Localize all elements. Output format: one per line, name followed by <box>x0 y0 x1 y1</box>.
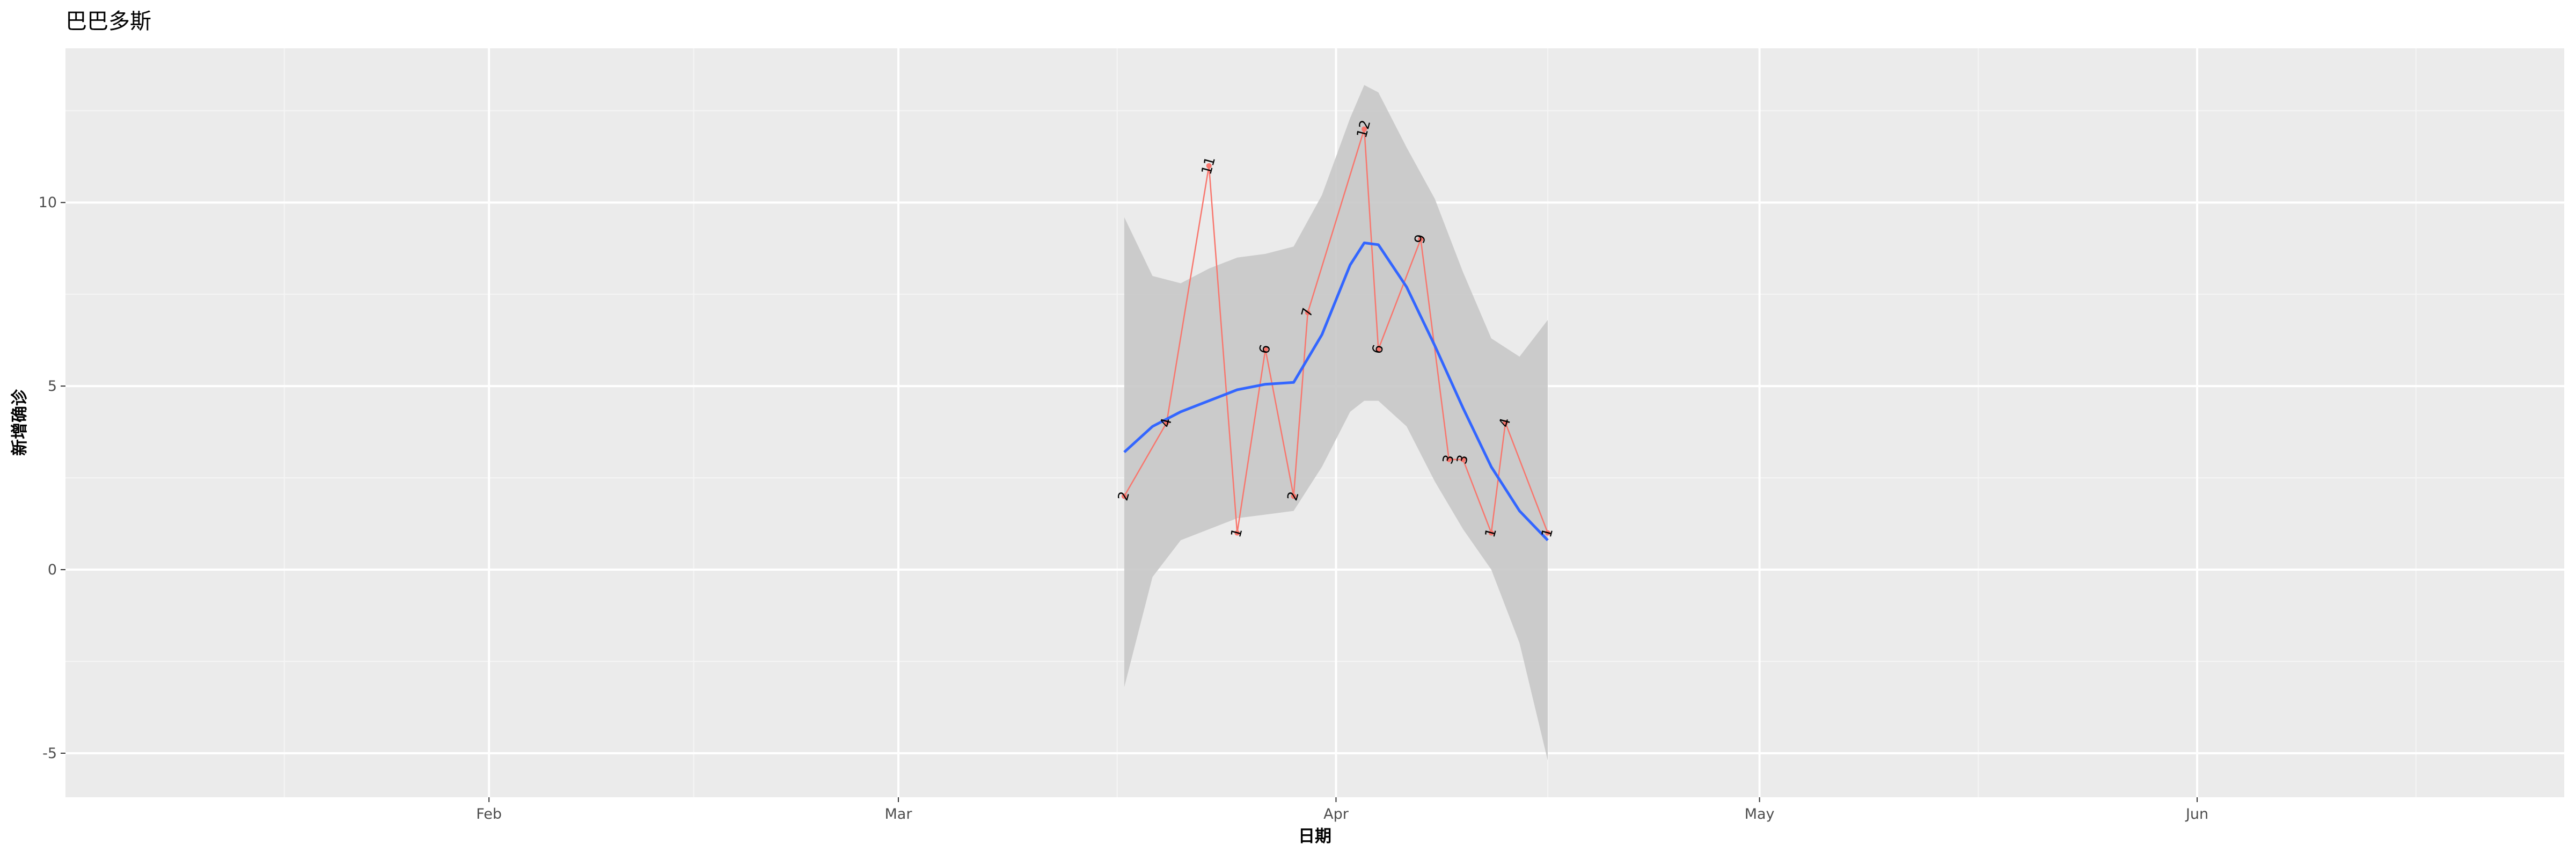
data-label: 1 <box>1228 527 1246 540</box>
data-point <box>1545 530 1551 536</box>
confidence-band-layer <box>1124 85 1548 761</box>
smooth-fit-line <box>1123 241 1549 542</box>
data-label: 2 <box>1115 490 1133 503</box>
data-label: 2 <box>1284 490 1302 503</box>
grid-major <box>65 48 2564 797</box>
data-point <box>1291 493 1297 499</box>
data-point <box>1305 310 1311 316</box>
x-axis: Feb Mar Apr May Jun <box>476 797 2208 822</box>
y-tick-label: 10 <box>39 194 57 211</box>
data-point <box>1262 346 1268 352</box>
data-label: 3 <box>1440 453 1458 466</box>
data-label: 4 <box>1496 416 1514 429</box>
y-axis-title: 新增确诊 <box>10 389 30 456</box>
data-label: 9 <box>1411 233 1429 246</box>
x-tick-label: Feb <box>476 806 502 822</box>
x-axis-title: 日期 <box>1298 827 1331 846</box>
data-label: 6 <box>1256 343 1274 356</box>
data-label: 1 <box>1539 527 1556 540</box>
x-tick-label: Mar <box>885 806 913 822</box>
y-tick-label: 0 <box>48 562 57 578</box>
data-point <box>1418 236 1424 242</box>
chart-title: 巴巴多斯 <box>65 9 151 34</box>
data-point <box>1446 456 1452 462</box>
data-point <box>1460 456 1466 462</box>
data-point <box>1488 530 1494 536</box>
data-label: 7 <box>1299 306 1316 319</box>
y-tick-label: -5 <box>42 745 57 762</box>
data-point <box>1503 420 1509 426</box>
y-tick-label: 5 <box>48 378 57 395</box>
data-point <box>1163 420 1169 426</box>
data-point <box>1234 530 1240 536</box>
data-point <box>1362 126 1367 132</box>
grid-minor <box>65 48 2564 797</box>
data-label: 1 <box>1482 527 1500 540</box>
y-axis: -5 0 5 10 <box>39 194 65 762</box>
points-layer <box>1121 126 1551 536</box>
data-label: 3 <box>1454 453 1472 466</box>
confidence-band <box>1124 85 1548 761</box>
x-tick-label: Apr <box>1323 806 1349 822</box>
data-point <box>1375 346 1381 352</box>
x-tick-label: May <box>1745 806 1775 822</box>
data-point <box>1206 163 1212 169</box>
x-tick-label: Jun <box>2185 806 2208 822</box>
smooth-line-layer <box>1123 241 1549 542</box>
data-label: 6 <box>1369 343 1387 356</box>
data-point <box>1121 493 1127 499</box>
data-label: 4 <box>1158 416 1175 429</box>
